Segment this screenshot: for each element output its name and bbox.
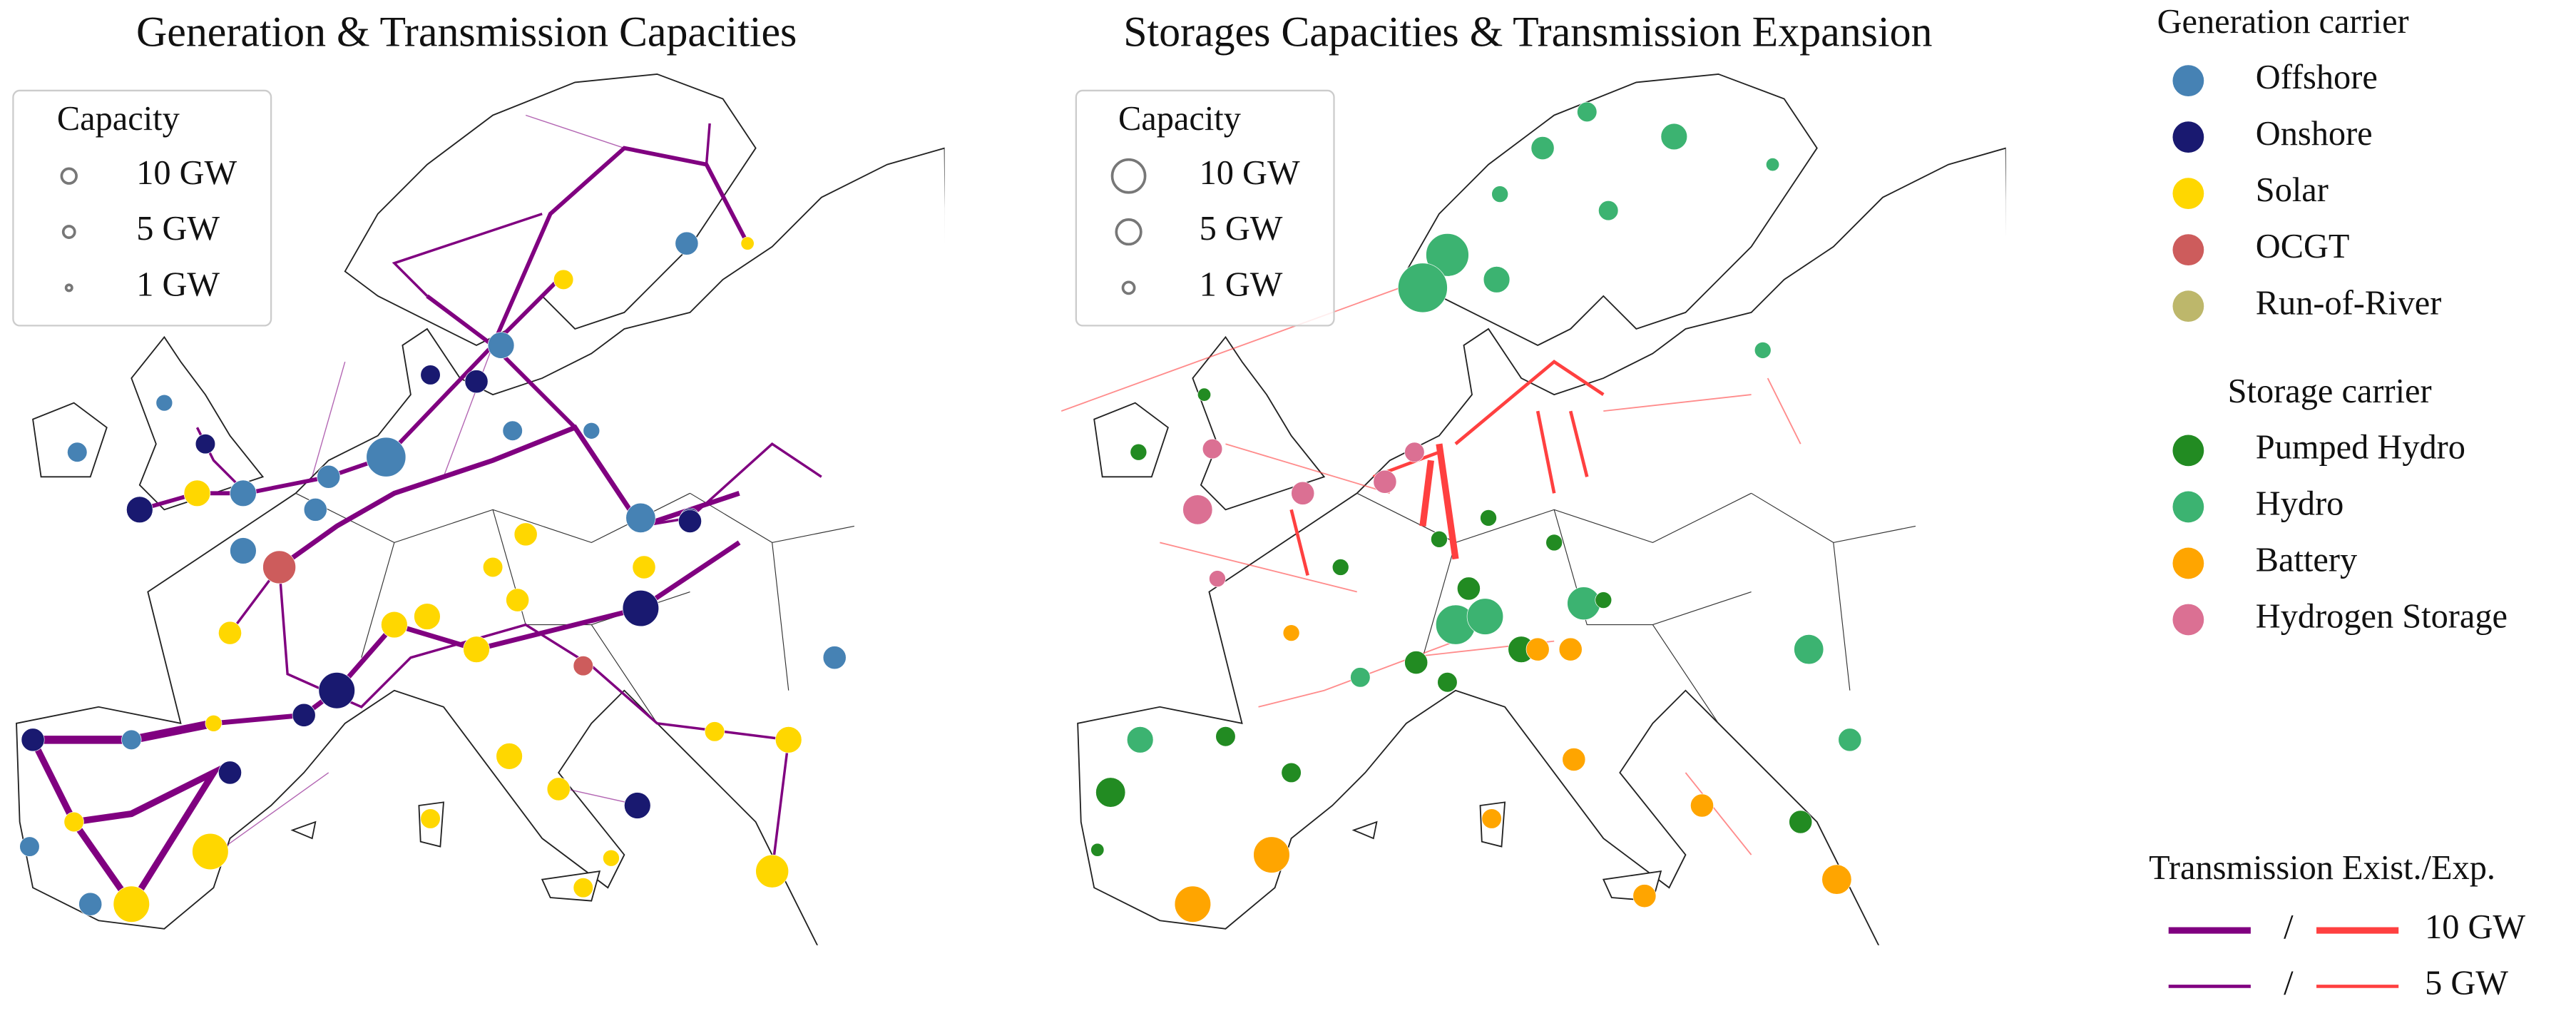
map-title: Storages Capacities & Transmission Expan… xyxy=(1123,9,1932,56)
size-legend: Capacity 10 GW 5 GW 1 GW xyxy=(12,89,272,327)
legend-marker xyxy=(2172,491,2204,523)
legend-title: Capacity xyxy=(1118,100,1241,138)
legend-label: Run-of-River xyxy=(2256,284,2442,322)
map-title: Generation & Transmission Capacities xyxy=(136,9,797,56)
legend-separator: / xyxy=(2284,964,2294,1002)
legend-label: 10 GW xyxy=(2425,908,2525,946)
legend-marker xyxy=(60,167,78,185)
legend-label: Solar xyxy=(2256,171,2329,209)
legend-marker xyxy=(2172,290,2204,322)
legend-marker xyxy=(64,283,73,293)
legend-label: Onshore xyxy=(2256,115,2373,153)
legend-label: 10 GW xyxy=(1200,154,1300,192)
legend-label: 5 GW xyxy=(1200,210,1283,248)
legend-marker xyxy=(2172,604,2204,636)
legend-marker xyxy=(61,225,76,239)
legend-marker xyxy=(2172,65,2204,96)
legend-title: Transmission Exist./Exp. xyxy=(2149,849,2495,887)
right-map xyxy=(1061,73,2006,945)
legend-box xyxy=(12,89,272,327)
legend-label: OCGT xyxy=(2256,228,2350,265)
legend-box xyxy=(1075,89,1335,327)
carrier-legend: Generation carrier Storage carrier Trans… xyxy=(2149,3,2525,1002)
legend-marker xyxy=(2172,234,2204,266)
generation-buses xyxy=(19,231,847,923)
legend-label: Offshore xyxy=(2256,59,2378,96)
size-legend: Capacity 10 GW 5 GW 1 GW xyxy=(1075,89,1335,327)
legend-label: 1 GW xyxy=(136,265,220,303)
legend-marker xyxy=(2172,547,2204,579)
legend-marker xyxy=(1121,280,1136,295)
legend-marker xyxy=(2172,178,2204,210)
storage-buses xyxy=(1090,101,1862,923)
legend-marker xyxy=(1115,218,1143,246)
left-map xyxy=(16,73,945,945)
legend-label: 5 GW xyxy=(2425,964,2508,1002)
legend-marker xyxy=(1110,158,1147,194)
legend-label: Hydro xyxy=(2256,485,2344,523)
legend-label: 5 GW xyxy=(136,210,220,248)
legend-label: Pumped Hydro xyxy=(2256,429,2465,467)
legend-marker xyxy=(2172,121,2204,153)
legend-title: Storage carrier xyxy=(2228,372,2432,410)
legend-label: 10 GW xyxy=(136,154,237,192)
legend-label: 1 GW xyxy=(1200,265,1283,303)
legend-marker xyxy=(2172,435,2204,467)
legend-title: Generation carrier xyxy=(2157,3,2409,41)
legend-label: Battery xyxy=(2256,542,2357,579)
legend-separator: / xyxy=(2284,908,2294,946)
legend-label: Hydrogen Storage xyxy=(2256,598,2508,636)
legend-title: Capacity xyxy=(57,100,180,138)
expansion-lines xyxy=(1061,278,1801,855)
